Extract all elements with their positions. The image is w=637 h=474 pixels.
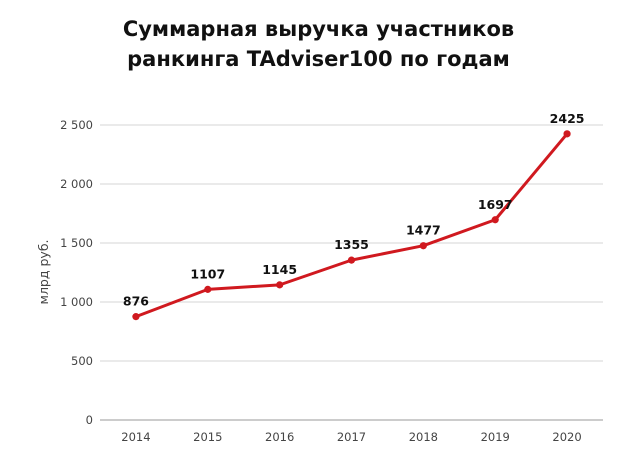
x-tick-label: 2020 xyxy=(552,430,581,444)
data-point xyxy=(204,285,212,293)
revenue-line xyxy=(134,132,569,319)
data-point xyxy=(276,281,284,289)
data-point xyxy=(132,313,140,321)
y-axis-label: млрд руб. xyxy=(36,240,51,305)
x-tick-label: 2017 xyxy=(337,430,366,444)
data-label: 1697 xyxy=(478,197,513,212)
y-axis-ticks: 0 500 1 000 1 500 2 000 2 500 xyxy=(60,118,93,427)
x-tick-label: 2016 xyxy=(265,430,294,444)
data-label: 2425 xyxy=(550,111,585,126)
chart-title-line-2: ранкинга TAdviser100 по годам xyxy=(127,47,510,71)
series-line xyxy=(132,130,571,321)
data-point xyxy=(347,256,356,264)
data-label: 1477 xyxy=(406,223,441,238)
data-point xyxy=(419,242,427,250)
x-axis-ticks: 2014 2015 2016 2017 2018 2019 2020 xyxy=(121,430,581,444)
data-label: 876 xyxy=(123,294,149,309)
data-point xyxy=(491,216,499,224)
data-label: 1145 xyxy=(262,262,297,277)
chart-title: Суммарная выручка участников ранкинга TA… xyxy=(0,14,637,74)
x-tick-label: 2018 xyxy=(409,430,438,444)
x-tick-label: 2015 xyxy=(193,430,222,444)
chart-title-line-1: Суммарная выручка участников xyxy=(122,17,515,41)
y-tick-label: 1 500 xyxy=(60,236,93,250)
gridlines xyxy=(100,124,603,421)
data-point xyxy=(563,130,571,138)
x-tick-label: 2019 xyxy=(481,430,510,444)
x-tick-label: 2014 xyxy=(121,430,150,444)
y-tick-label: 0 xyxy=(86,413,93,427)
y-tick-label: 500 xyxy=(71,354,93,368)
data-label: 1355 xyxy=(334,237,369,252)
y-tick-label: 1 000 xyxy=(60,295,93,309)
data-labels: 876 1107 1145 1355 1477 1697 2425 xyxy=(123,111,585,309)
y-tick-label: 2 000 xyxy=(60,177,93,191)
data-label: 1107 xyxy=(190,266,225,281)
y-tick-label: 2 500 xyxy=(60,118,93,132)
